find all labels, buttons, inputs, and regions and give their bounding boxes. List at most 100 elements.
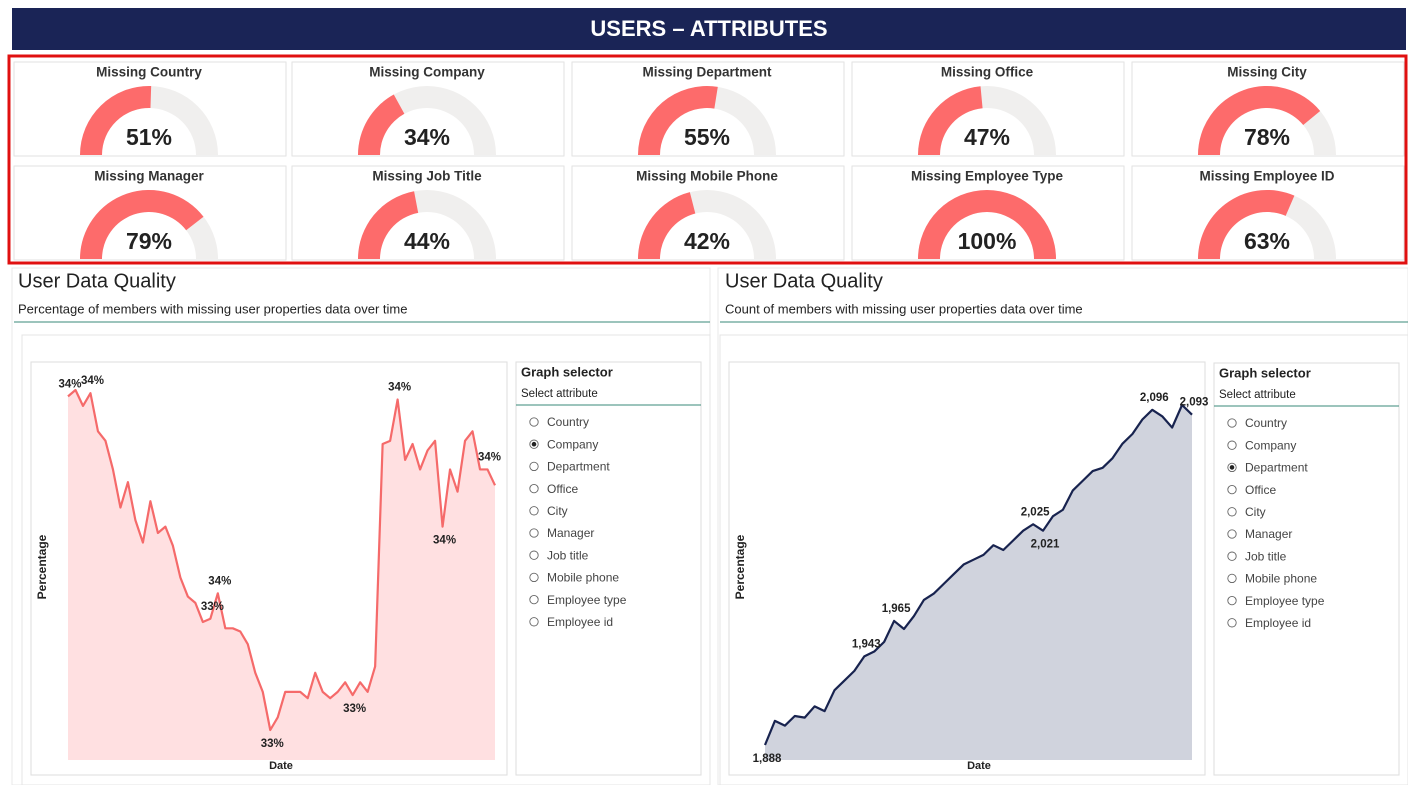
gauge-card bbox=[291, 165, 565, 261]
radio-label[interactable]: City bbox=[547, 504, 568, 518]
panel-title: User Data Quality bbox=[18, 270, 176, 292]
radio[interactable] bbox=[1227, 440, 1237, 450]
radio-option[interactable]: Job title bbox=[1227, 549, 1287, 563]
selector-title: Graph selector bbox=[521, 364, 613, 379]
radio[interactable] bbox=[1227, 618, 1237, 628]
data-label: 34% bbox=[433, 535, 456, 547]
data-label: 34% bbox=[81, 375, 104, 387]
data-label: 2,096 bbox=[1140, 392, 1169, 404]
radio[interactable] bbox=[529, 483, 539, 494]
radio-label[interactable]: Office bbox=[547, 482, 578, 496]
radio[interactable] bbox=[529, 617, 539, 627]
radio-label[interactable]: Employee type bbox=[1245, 594, 1325, 608]
radio-label[interactable]: Country bbox=[547, 415, 589, 429]
gauge-value bbox=[358, 191, 419, 259]
y-axis-label: Percentage bbox=[35, 534, 49, 599]
radio[interactable] bbox=[529, 550, 539, 560]
radio-label[interactable]: Company bbox=[1245, 438, 1296, 452]
gauge-label: 44% bbox=[404, 228, 450, 254]
panel-subtitle: Count of members with missing user prope… bbox=[725, 301, 1083, 316]
radio-option[interactable]: Employee id bbox=[1227, 616, 1311, 630]
gauge-label: 55% bbox=[684, 124, 730, 150]
radio[interactable] bbox=[1227, 551, 1237, 561]
radio-label[interactable]: Employee id bbox=[547, 615, 613, 629]
radio-option[interactable]: Employee type bbox=[1227, 594, 1325, 608]
radio-label[interactable]: Department bbox=[1245, 461, 1308, 475]
selector-frame bbox=[1213, 362, 1400, 776]
radio-label[interactable]: Employee type bbox=[547, 593, 627, 607]
radio-option[interactable]: City bbox=[1227, 505, 1266, 519]
gauge-title: Missing Office bbox=[941, 65, 1034, 80]
radio-option[interactable]: Country bbox=[529, 415, 589, 429]
radio-label[interactable]: Manager bbox=[547, 526, 594, 540]
radio-label[interactable]: Manager bbox=[1245, 527, 1292, 541]
gauge-card bbox=[291, 61, 565, 157]
radio-label[interactable]: Mobile phone bbox=[547, 571, 619, 585]
radio-label[interactable]: Company bbox=[547, 437, 598, 451]
radio-option[interactable]: Department bbox=[529, 460, 611, 474]
radio[interactable] bbox=[1227, 573, 1237, 584]
radio-option[interactable]: Company bbox=[529, 437, 599, 451]
radio-option[interactable]: City bbox=[529, 504, 568, 518]
data-label: 1,888 bbox=[753, 753, 782, 765]
gauge-label: 51% bbox=[126, 124, 172, 150]
radio-option[interactable]: Mobile phone bbox=[1227, 572, 1318, 586]
data-label: 33% bbox=[201, 601, 224, 613]
gauge-card bbox=[13, 61, 287, 157]
radio[interactable] bbox=[1227, 595, 1237, 606]
header-bar bbox=[12, 8, 1406, 50]
radio-option[interactable]: Company bbox=[1227, 438, 1297, 452]
radio-option[interactable]: Office bbox=[529, 482, 579, 496]
area-fill bbox=[765, 405, 1192, 760]
gauge-label: 63% bbox=[1244, 228, 1290, 254]
radio-label[interactable]: Department bbox=[547, 460, 610, 474]
radio-option[interactable]: Manager bbox=[1227, 527, 1293, 541]
gauge-label: 42% bbox=[684, 228, 730, 254]
radio-label[interactable]: Mobile phone bbox=[1245, 572, 1317, 586]
radio-option[interactable]: Employee type bbox=[529, 593, 627, 607]
selector-frame bbox=[515, 361, 702, 776]
radio[interactable] bbox=[529, 594, 539, 605]
radio[interactable] bbox=[529, 528, 539, 538]
gauge-card bbox=[571, 61, 845, 157]
radio-label[interactable]: Country bbox=[1245, 416, 1287, 430]
gauge-title: Missing Employee Type bbox=[911, 169, 1064, 184]
radio[interactable] bbox=[1227, 529, 1237, 539]
line bbox=[763, 403, 1193, 746]
gauge-value bbox=[80, 85, 152, 155]
radio-label[interactable]: Job title bbox=[1245, 549, 1287, 563]
radio-label[interactable]: Employee id bbox=[1245, 616, 1311, 630]
gauge-value bbox=[918, 86, 983, 155]
gauge-card bbox=[851, 165, 1125, 261]
gauge-title: Missing Employee ID bbox=[1199, 169, 1334, 184]
radio[interactable] bbox=[1227, 484, 1237, 495]
radio-option[interactable]: Office bbox=[1227, 483, 1277, 497]
data-label: 2,021 bbox=[1031, 539, 1060, 551]
highlight-frame bbox=[7, 54, 1408, 265]
gauge-value bbox=[638, 86, 718, 155]
radio[interactable] bbox=[529, 417, 539, 427]
gauge-value bbox=[1198, 85, 1321, 155]
radio-option[interactable]: Country bbox=[1227, 416, 1287, 430]
radio-option[interactable]: Department bbox=[1227, 461, 1309, 475]
data-label: 33% bbox=[261, 738, 284, 750]
gauge-label: 34% bbox=[404, 124, 450, 150]
radio[interactable] bbox=[529, 572, 539, 583]
line bbox=[67, 388, 496, 732]
radio-label[interactable]: City bbox=[1245, 505, 1266, 519]
radio-option[interactable]: Employee id bbox=[529, 615, 613, 629]
radio[interactable] bbox=[529, 506, 539, 516]
radio[interactable] bbox=[1227, 418, 1237, 428]
radio-option[interactable]: Mobile phone bbox=[529, 571, 620, 585]
gauge-label: 78% bbox=[1244, 124, 1290, 150]
radio[interactable] bbox=[1227, 507, 1237, 517]
gauge-value bbox=[1198, 189, 1295, 259]
gauge-value bbox=[80, 190, 204, 259]
radio-option[interactable]: Job title bbox=[529, 548, 589, 562]
radio-option[interactable]: Manager bbox=[529, 526, 595, 540]
radio-label[interactable]: Job title bbox=[547, 548, 589, 562]
radio-label[interactable]: Office bbox=[1245, 483, 1276, 497]
data-label: 2,025 bbox=[1021, 506, 1050, 518]
radio[interactable] bbox=[529, 461, 539, 472]
data-label: 1,943 bbox=[852, 638, 881, 650]
